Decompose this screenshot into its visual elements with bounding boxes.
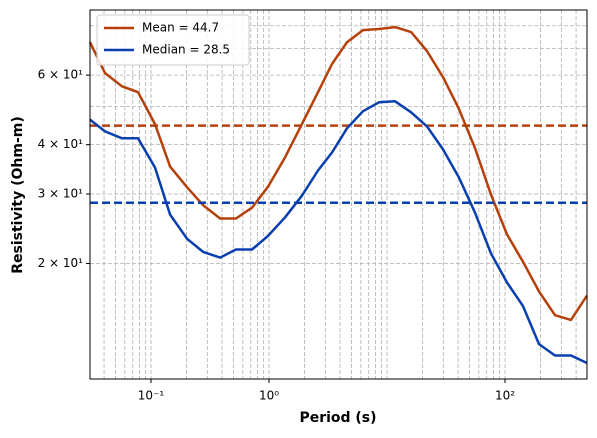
legend-box xyxy=(96,14,250,66)
plot-frame xyxy=(89,9,588,380)
y-tick-label: 6 × 10¹ xyxy=(38,68,84,82)
x-tick-label: 10² xyxy=(495,389,515,403)
y-tick-label: 3 × 10¹ xyxy=(38,186,84,200)
y-tick-label: 4 × 10¹ xyxy=(38,137,84,151)
y-axis-title: Resistivity (Ohm-m) xyxy=(10,116,26,274)
x-tick-label: 10⁰ xyxy=(259,389,279,403)
x-axis-title: Period (s) xyxy=(299,410,376,426)
y-tick-label: 2 × 10¹ xyxy=(38,256,84,270)
data-line xyxy=(88,25,589,322)
x-tick-label: 10⁻¹ xyxy=(138,389,165,403)
legend-label: Mean = 44.7 xyxy=(142,21,219,35)
data-line xyxy=(89,100,588,365)
legend-label: Median = 28.5 xyxy=(142,43,230,57)
